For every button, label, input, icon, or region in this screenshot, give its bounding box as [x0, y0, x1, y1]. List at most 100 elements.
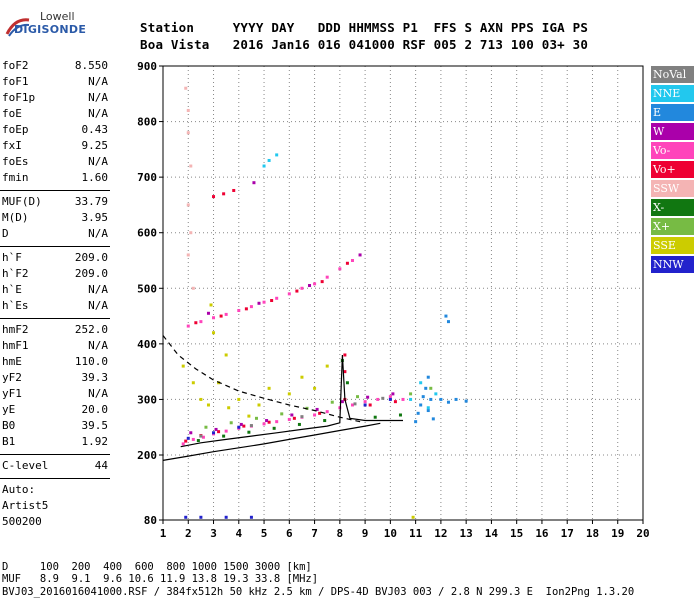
- x-tick-label: 4: [235, 527, 242, 540]
- param-value: N/A: [88, 283, 108, 296]
- data-point-vo-plus: [222, 192, 226, 196]
- plot-frame: [162, 65, 644, 521]
- data-point-x-plus: [280, 412, 284, 416]
- legend-item-ssw: SSW: [651, 180, 694, 197]
- data-point-vo-plus: [295, 289, 299, 293]
- data-point-e: [439, 397, 443, 401]
- param-row: B0 39.5: [2, 418, 108, 434]
- param-value: 209.0: [74, 267, 108, 280]
- param-value: N/A: [88, 227, 108, 240]
- data-point-vo-minus: [325, 275, 329, 279]
- data-point-vo-minus: [350, 259, 354, 262]
- header-line-1: Station YYYY DAY DDD HHMMSS P1 FFS S AXN…: [140, 20, 589, 35]
- x-tick-label: 10: [384, 527, 397, 540]
- auto-program: Artist5: [2, 499, 49, 512]
- divider: [0, 190, 110, 191]
- param-row: hmF1 N/A: [2, 338, 108, 354]
- data-point-vo-minus: [237, 309, 241, 313]
- data-point-vo-minus: [338, 267, 342, 271]
- legend-item-vo-minus: Vo-: [651, 142, 694, 159]
- param-value: N/A: [88, 155, 108, 168]
- data-point-x-minus: [196, 439, 200, 443]
- legend-item-vo-plus: Vo+: [651, 161, 694, 178]
- y-tick-label: 900: [137, 60, 157, 73]
- data-point-sse: [313, 386, 317, 390]
- data-point-vo-minus: [181, 442, 185, 446]
- param-row: fmin 1.60: [2, 170, 108, 186]
- data-point-e: [426, 375, 430, 379]
- logo-digisonde: DIGISONDE: [14, 23, 87, 36]
- data-point-ssw: [189, 164, 193, 168]
- param-row: hmF2 252.0: [2, 322, 108, 338]
- y-tick-label: 200: [137, 449, 157, 462]
- param-value: 39.5: [81, 419, 109, 432]
- x-tick-label: 15: [510, 527, 523, 540]
- data-point-x-plus: [409, 392, 413, 396]
- data-point-vo-plus: [217, 430, 221, 434]
- param-value: N/A: [88, 75, 108, 88]
- data-point-nne: [267, 158, 271, 162]
- param-row: foEs N/A: [2, 154, 108, 170]
- data-point-vo-plus: [194, 321, 198, 325]
- data-point-x-plus: [330, 400, 334, 404]
- data-point-ssw: [186, 203, 190, 207]
- divider: [0, 246, 110, 247]
- header-line-2: Boa Vista 2016 Jan16 016 041000 RSF 005 …: [140, 37, 589, 52]
- data-point-nnw: [186, 436, 190, 440]
- legend-label: NNE: [653, 87, 681, 100]
- data-point-e: [446, 400, 450, 404]
- data-point-vo-minus: [199, 320, 203, 324]
- param-value: 9.25: [81, 139, 109, 152]
- data-point-vo-minus: [287, 292, 291, 296]
- data-point-x-plus: [229, 421, 233, 425]
- curve-true-height-profile: [162, 422, 381, 461]
- auto-label: Auto:: [2, 483, 36, 496]
- param-value: 39.3: [81, 371, 109, 384]
- data-point-vo-minus: [300, 286, 304, 290]
- data-point-x-minus: [373, 415, 377, 419]
- param-value: N/A: [88, 107, 108, 120]
- y-tick-label: 800: [137, 116, 157, 129]
- param-row: M(D) 3.95: [2, 210, 108, 226]
- footer-file-info: BVJ03_2016016041000.RSF / 384fx512h 50 k…: [2, 586, 635, 598]
- data-point-e: [429, 397, 433, 401]
- param-value: 20.0: [81, 403, 109, 416]
- data-point-w: [315, 407, 319, 411]
- data-point-sse: [300, 375, 304, 379]
- param-key: MUF(D): [2, 195, 42, 208]
- data-point-sse: [267, 386, 271, 390]
- param-key: yF2: [2, 371, 22, 384]
- data-point-noval: [249, 424, 253, 428]
- data-point-ssw: [186, 108, 190, 112]
- axes: 1 2 3 4 5 6 7 8 9 10 11 12 13 14 15 16 17 18 19 20802003004…: [137, 60, 650, 540]
- legend-label: Vo+: [653, 163, 676, 176]
- data-point-w: [308, 284, 312, 288]
- param-value: N/A: [88, 299, 108, 312]
- param-row: MUF(D) 33.79: [2, 194, 108, 210]
- param-key: h`E: [2, 283, 22, 296]
- x-tick-label: 11: [409, 527, 423, 540]
- divider: [0, 318, 110, 319]
- data-point-vo-plus: [292, 416, 296, 420]
- param-row: foF2 8.550: [2, 58, 108, 74]
- y-tick-label: 700: [137, 171, 157, 184]
- data-point-vo-minus: [350, 403, 354, 407]
- data-point-vo-plus: [242, 424, 246, 428]
- data-point-vo-plus: [270, 299, 274, 303]
- profile-curves: [162, 335, 403, 461]
- data-point-nne: [434, 392, 438, 396]
- data-point-w: [239, 422, 243, 426]
- legend-label: X+: [653, 220, 671, 233]
- data-point-noval: [199, 434, 203, 438]
- data-point-vo-minus: [376, 397, 380, 401]
- x-tick-label: 18: [586, 527, 599, 540]
- param-key: fxI: [2, 139, 22, 152]
- data-point-w: [290, 413, 294, 417]
- data-point-sse: [247, 414, 251, 418]
- param-value: N/A: [88, 339, 108, 352]
- data-point-sse: [227, 406, 231, 410]
- data-point-e: [464, 399, 468, 403]
- param-row: foE N/A: [2, 106, 108, 122]
- data-point-vo-plus: [368, 403, 372, 407]
